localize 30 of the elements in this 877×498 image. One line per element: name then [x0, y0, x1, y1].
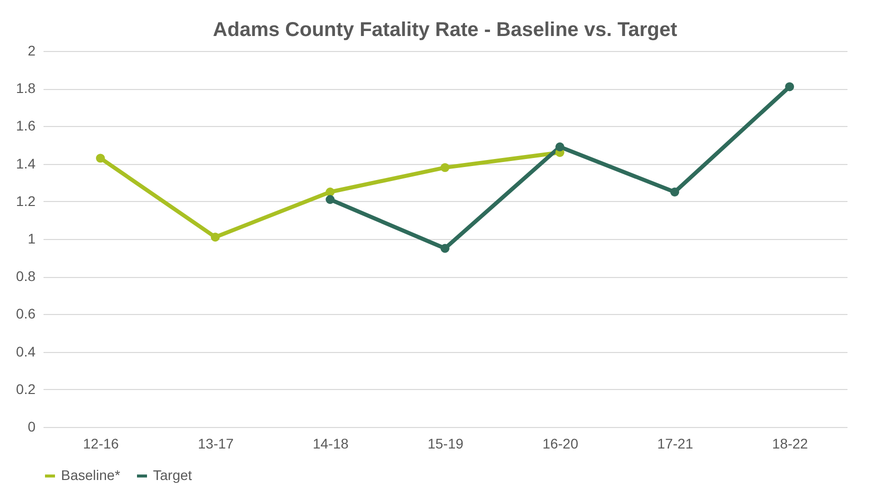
x-tick-label: 17-21: [657, 436, 694, 452]
point: [785, 82, 794, 92]
x-tick-label: 12-16: [83, 436, 120, 452]
x-tick-label: 13-17: [198, 436, 234, 452]
point: [670, 188, 680, 196]
y-tick-label: 0.2: [16, 380, 36, 397]
point: [326, 188, 335, 196]
point: [326, 195, 335, 204]
y-tick-label: 1.8: [16, 80, 36, 96]
x-tick-label: 18-22: [772, 436, 808, 452]
y-tick-label: 0.8: [16, 268, 36, 284]
x-tick-label: 14-18: [312, 436, 349, 452]
y-tick-label: 1.2: [16, 192, 36, 209]
y-tick-label: 0.4: [16, 343, 36, 360]
point: [555, 142, 564, 152]
point: [96, 154, 105, 163]
x-tick-label: 15-19: [428, 436, 464, 452]
legend-label: Target: [153, 467, 192, 483]
y-tick-label: 1.4: [16, 155, 36, 172]
chart-title: Adams County Fatality Rate - Baseline vs. Target: [212, 19, 678, 41]
legend-label: Baseline*: [61, 467, 121, 483]
y-tick-label: 0.6: [16, 306, 36, 322]
y-tick-label: 1.6: [16, 118, 36, 134]
x-tick-label: 16-20: [542, 436, 578, 452]
point: [440, 244, 450, 253]
y-tick-label: 2: [28, 42, 36, 58]
point: [440, 163, 450, 172]
y-tick-label: 0: [28, 418, 36, 434]
y-tick-label: 1: [28, 230, 36, 246]
point: [210, 232, 220, 242]
